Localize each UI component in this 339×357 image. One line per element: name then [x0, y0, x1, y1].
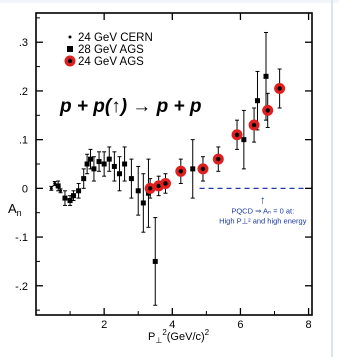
data-point-ags-28: [135, 188, 141, 194]
page-edge-rule: [331, 0, 333, 357]
data-point-cern-24: [59, 189, 63, 193]
x-tick-label: 2: [101, 319, 107, 331]
data-point-ags-28: [152, 258, 158, 264]
annotation-line-2: High P⊥² and high energy: [219, 216, 307, 225]
y-tick-label: 0: [22, 183, 28, 195]
data-point-ags-28: [190, 166, 196, 172]
reaction-equation: p + p(↑) → p + p: [59, 96, 201, 117]
y-axis-label: An: [8, 201, 22, 218]
data-point-ags-24-core: [178, 169, 184, 174]
data-point-ags-28: [101, 161, 107, 167]
data-point-ags-28: [81, 176, 87, 182]
data-point-ags-28: [116, 171, 122, 177]
y-tick-label: .1: [19, 135, 28, 147]
legend-marker-square: [67, 46, 73, 52]
data-point-ags-28: [140, 200, 146, 206]
y-tick-label: .3: [19, 37, 28, 49]
data-point-cern-24: [53, 181, 57, 185]
data-point-ags-28: [263, 73, 269, 79]
data-point-ags-28: [106, 156, 112, 162]
data-point-ags-28: [254, 98, 260, 104]
data-point-ags-24-core: [251, 122, 257, 128]
data-point-ags-28: [88, 156, 94, 162]
data-point-ags-28: [55, 183, 61, 189]
data-point-ags-28: [67, 198, 73, 204]
y-tick-label: .2: [19, 86, 28, 98]
data-point-ags-24-core: [200, 166, 206, 172]
legend-marker-red-circle-core: [67, 58, 73, 64]
data-point-ags-28: [122, 161, 128, 167]
legend-entry-label: 24 GeV AGS: [78, 56, 144, 68]
data-point-ags-24-core: [234, 132, 240, 137]
data-point-ags-28: [91, 166, 97, 172]
data-point-ags-24-core: [265, 108, 270, 113]
data-point-ags-24-core: [216, 156, 221, 162]
series-layer: [49, 31, 286, 306]
data-point-ags-24-core: [147, 186, 153, 191]
data-point-cern-24: [49, 186, 53, 190]
annotation: ↑ PQCD ⇒ Aₙ = 0 at: High P⊥² and high en…: [199, 187, 307, 225]
x-tick-label: 6: [237, 319, 243, 331]
data-point-ags-28: [96, 159, 102, 165]
annotation-line-1: PQCD ⇒ Aₙ = 0 at:: [231, 206, 294, 215]
x-axis-label: P⊥2(GeV/c)2: [148, 328, 210, 345]
data-point-ags-28: [128, 176, 134, 182]
axis-ticks: 2 4 6 8 .3 .2 .1 0 -.1 -.2: [15, 13, 312, 331]
data-point-ags-28: [84, 161, 90, 167]
data-point-ags-28: [76, 188, 82, 194]
data-point-ags-24-core: [156, 183, 161, 189]
data-point-ags-28: [111, 163, 117, 169]
legend-entry-label: 24 GeV CERN: [78, 32, 153, 44]
annotation-arrow: ↑: [260, 194, 266, 206]
data-point-ags-28: [62, 195, 68, 201]
data-point-ags-28: [70, 193, 76, 199]
y-tick-label: -.1: [15, 232, 28, 244]
y-tick-label: -.2: [15, 281, 28, 293]
top-band: [0, 0, 339, 3]
x-tick-label: 4: [169, 319, 175, 331]
x-tick-label: 8: [306, 319, 312, 331]
data-point-ags-28: [241, 137, 247, 143]
legend-entry-label: 28 GeV AGS: [78, 44, 144, 56]
legend-marker-dot: [68, 35, 72, 39]
data-point-ags-24-core: [277, 86, 282, 91]
data-point-ags-24-core: [163, 181, 168, 186]
